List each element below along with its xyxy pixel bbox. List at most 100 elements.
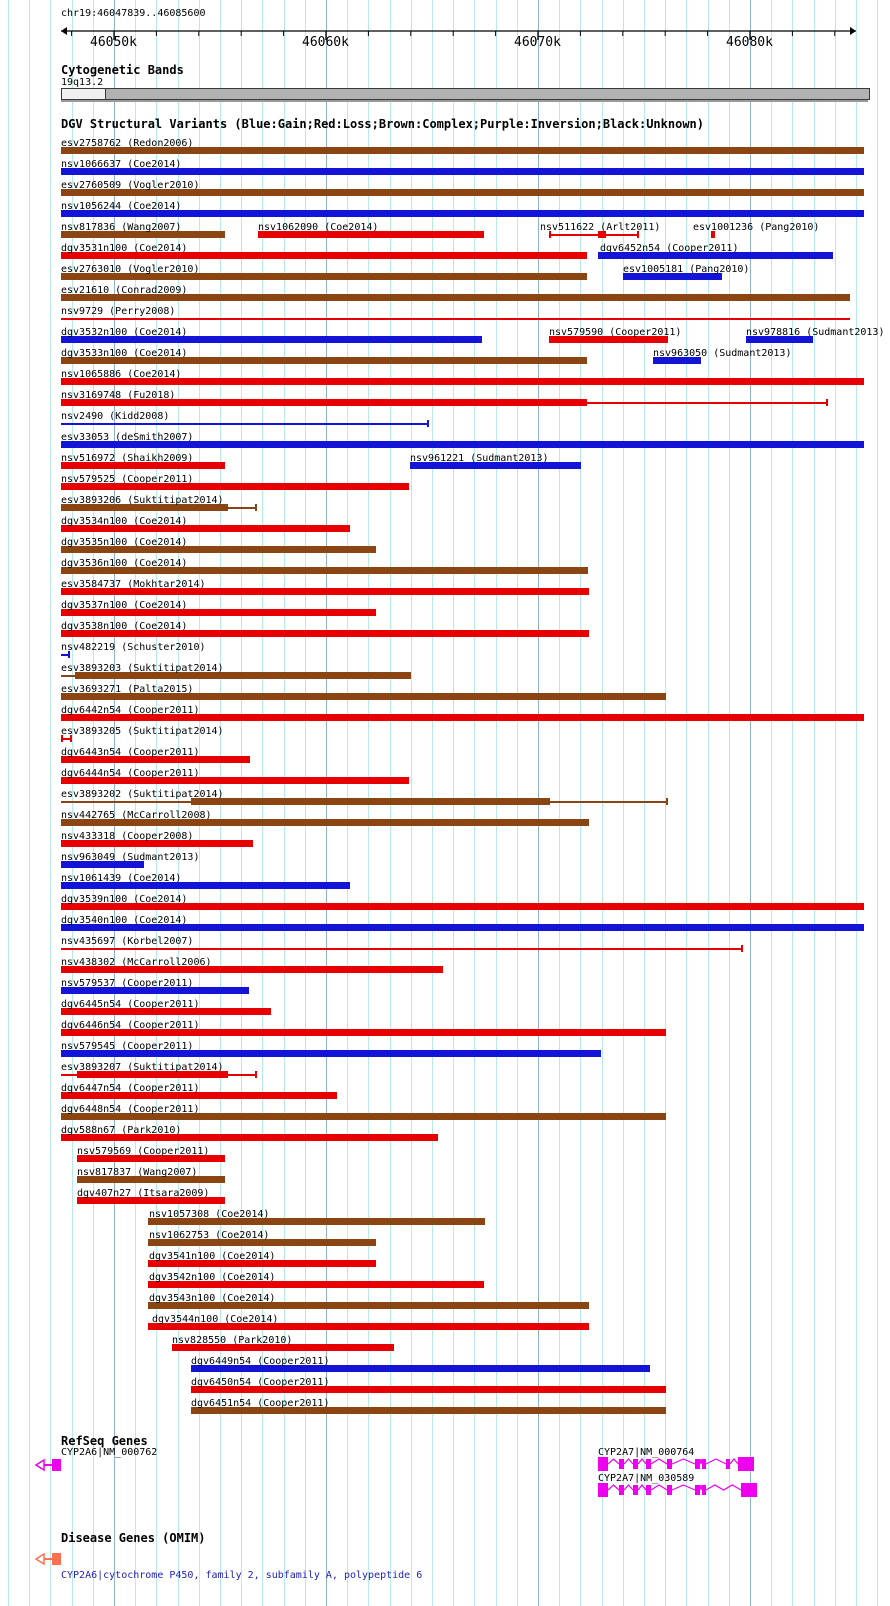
gene-structure[interactable] [596,1455,756,1473]
variant-bar[interactable] [598,252,833,259]
variant-bar[interactable] [61,882,350,889]
variant-bar[interactable] [61,210,864,217]
intron-zigzag [637,1458,647,1465]
variant-bar[interactable] [410,462,581,469]
variant-label: nsv9729 (Perry2008) [61,306,176,317]
variant-bar[interactable] [61,231,225,238]
variant-bar[interactable] [61,168,864,175]
variant-range-line[interactable] [61,654,68,656]
variant-bar[interactable] [61,861,144,868]
variant-range-line[interactable] [61,318,850,320]
variant-bar[interactable] [61,189,864,196]
variant-bar[interactable] [61,903,864,910]
cytoband-segment[interactable] [105,88,870,100]
variant-bar[interactable] [61,630,589,637]
grid-line-minor [856,0,857,1606]
variant-label: nsv963050 (Sudmant2013) [653,348,792,359]
variant-bar[interactable] [191,1386,666,1393]
variant-bar[interactable] [191,1365,650,1372]
variant-bar[interactable] [61,1029,666,1036]
variant-bar[interactable] [61,987,249,994]
variant-bar[interactable] [61,273,587,280]
variant-bar[interactable] [61,840,253,847]
gene-label: CYP2A7|NM_030589 [598,1473,695,1484]
variant-range-line[interactable] [587,402,826,404]
variant-bar[interactable] [148,1218,485,1225]
variant-bar[interactable] [61,756,250,763]
variant-bar[interactable] [148,1302,589,1309]
variant-range-line[interactable] [61,738,70,740]
exon-box [695,1485,700,1495]
variant-bar[interactable] [61,1008,271,1015]
grid-line-minor [771,0,773,1606]
grid-line-minor [135,0,137,1606]
variant-bar[interactable] [148,1239,376,1246]
variant-bar[interactable] [148,1281,484,1288]
variant-bar[interactable] [61,546,376,553]
variant-bar[interactable] [61,1092,337,1099]
variant-range-line[interactable] [61,423,427,425]
variant-bar[interactable] [191,1407,666,1414]
variant-bar[interactable] [61,924,864,931]
variant-bar[interactable] [77,1176,225,1183]
variant-bar[interactable] [77,1197,225,1204]
variant-bar[interactable] [61,966,443,973]
variant-bar[interactable] [61,252,587,259]
variant-bar[interactable] [61,147,864,154]
variant-bar[interactable] [148,1260,376,1267]
variant-bar[interactable] [61,336,482,343]
variant-bar[interactable] [61,1113,666,1120]
variant-bar[interactable] [172,1344,394,1351]
variant-bar[interactable] [61,483,409,490]
variant-bar[interactable] [61,399,587,406]
cytoband-segment[interactable] [61,88,107,100]
variant-bar[interactable] [77,1071,228,1078]
variant-bar[interactable] [549,336,668,343]
variant-bar[interactable] [61,294,850,301]
variant-bar[interactable] [61,378,864,385]
variant-range-line[interactable] [61,675,75,677]
variant-bar[interactable] [61,819,589,826]
variant-range-line[interactable] [61,1074,77,1076]
variant-bar[interactable] [746,336,813,343]
gene-structure[interactable] [596,1481,759,1499]
variant-bar[interactable] [61,441,864,448]
variant-range-line[interactable] [61,801,191,803]
variant-bar[interactable] [77,1155,225,1162]
dgv-track-header: DGV Structural Variants (Blue:Gain;Red:L… [61,117,704,131]
omim-gene-marker[interactable] [34,1551,66,1567]
variant-range-line[interactable] [549,234,637,236]
variant-bar[interactable] [598,231,606,238]
variant-bar[interactable] [75,672,411,679]
variant-bar[interactable] [653,357,701,364]
variant-bar[interactable] [61,525,350,532]
variant-range-line[interactable] [228,507,255,509]
variant-bar[interactable] [61,357,587,364]
variant-bar[interactable] [61,1050,601,1057]
variant-bar[interactable] [61,1134,438,1141]
variant-bar[interactable] [61,504,228,511]
variant-bar[interactable] [61,777,409,784]
variant-bar[interactable] [191,798,550,805]
variant-bar[interactable] [61,462,225,469]
variant-label: nsv961221 (Sudmant2013) [410,453,549,464]
variant-range-line[interactable] [228,1074,255,1076]
variant-range-line[interactable] [61,948,741,950]
variant-bar[interactable] [711,231,715,238]
coordinate-ruler[interactable] [0,0,890,56]
variant-label: nsv1066637 (Coe2014) [61,159,182,170]
variant-bar[interactable] [258,231,484,238]
variant-bar[interactable] [61,588,589,595]
variant-bar[interactable] [61,714,864,721]
variant-bar[interactable] [61,567,588,574]
variant-label: dgv6447n54 (Cooper2011) [61,1083,200,1094]
variant-bar[interactable] [148,1323,589,1330]
cytoband-label: 19q13.2 [61,77,104,88]
variant-range-line[interactable] [550,801,666,803]
variant-bar[interactable] [623,273,722,280]
variant-bar[interactable] [61,693,666,700]
variant-bar[interactable] [61,609,376,616]
gene-arrow-marker[interactable] [34,1457,66,1473]
variant-label: nsv435697 (Korbel2007) [61,936,194,947]
